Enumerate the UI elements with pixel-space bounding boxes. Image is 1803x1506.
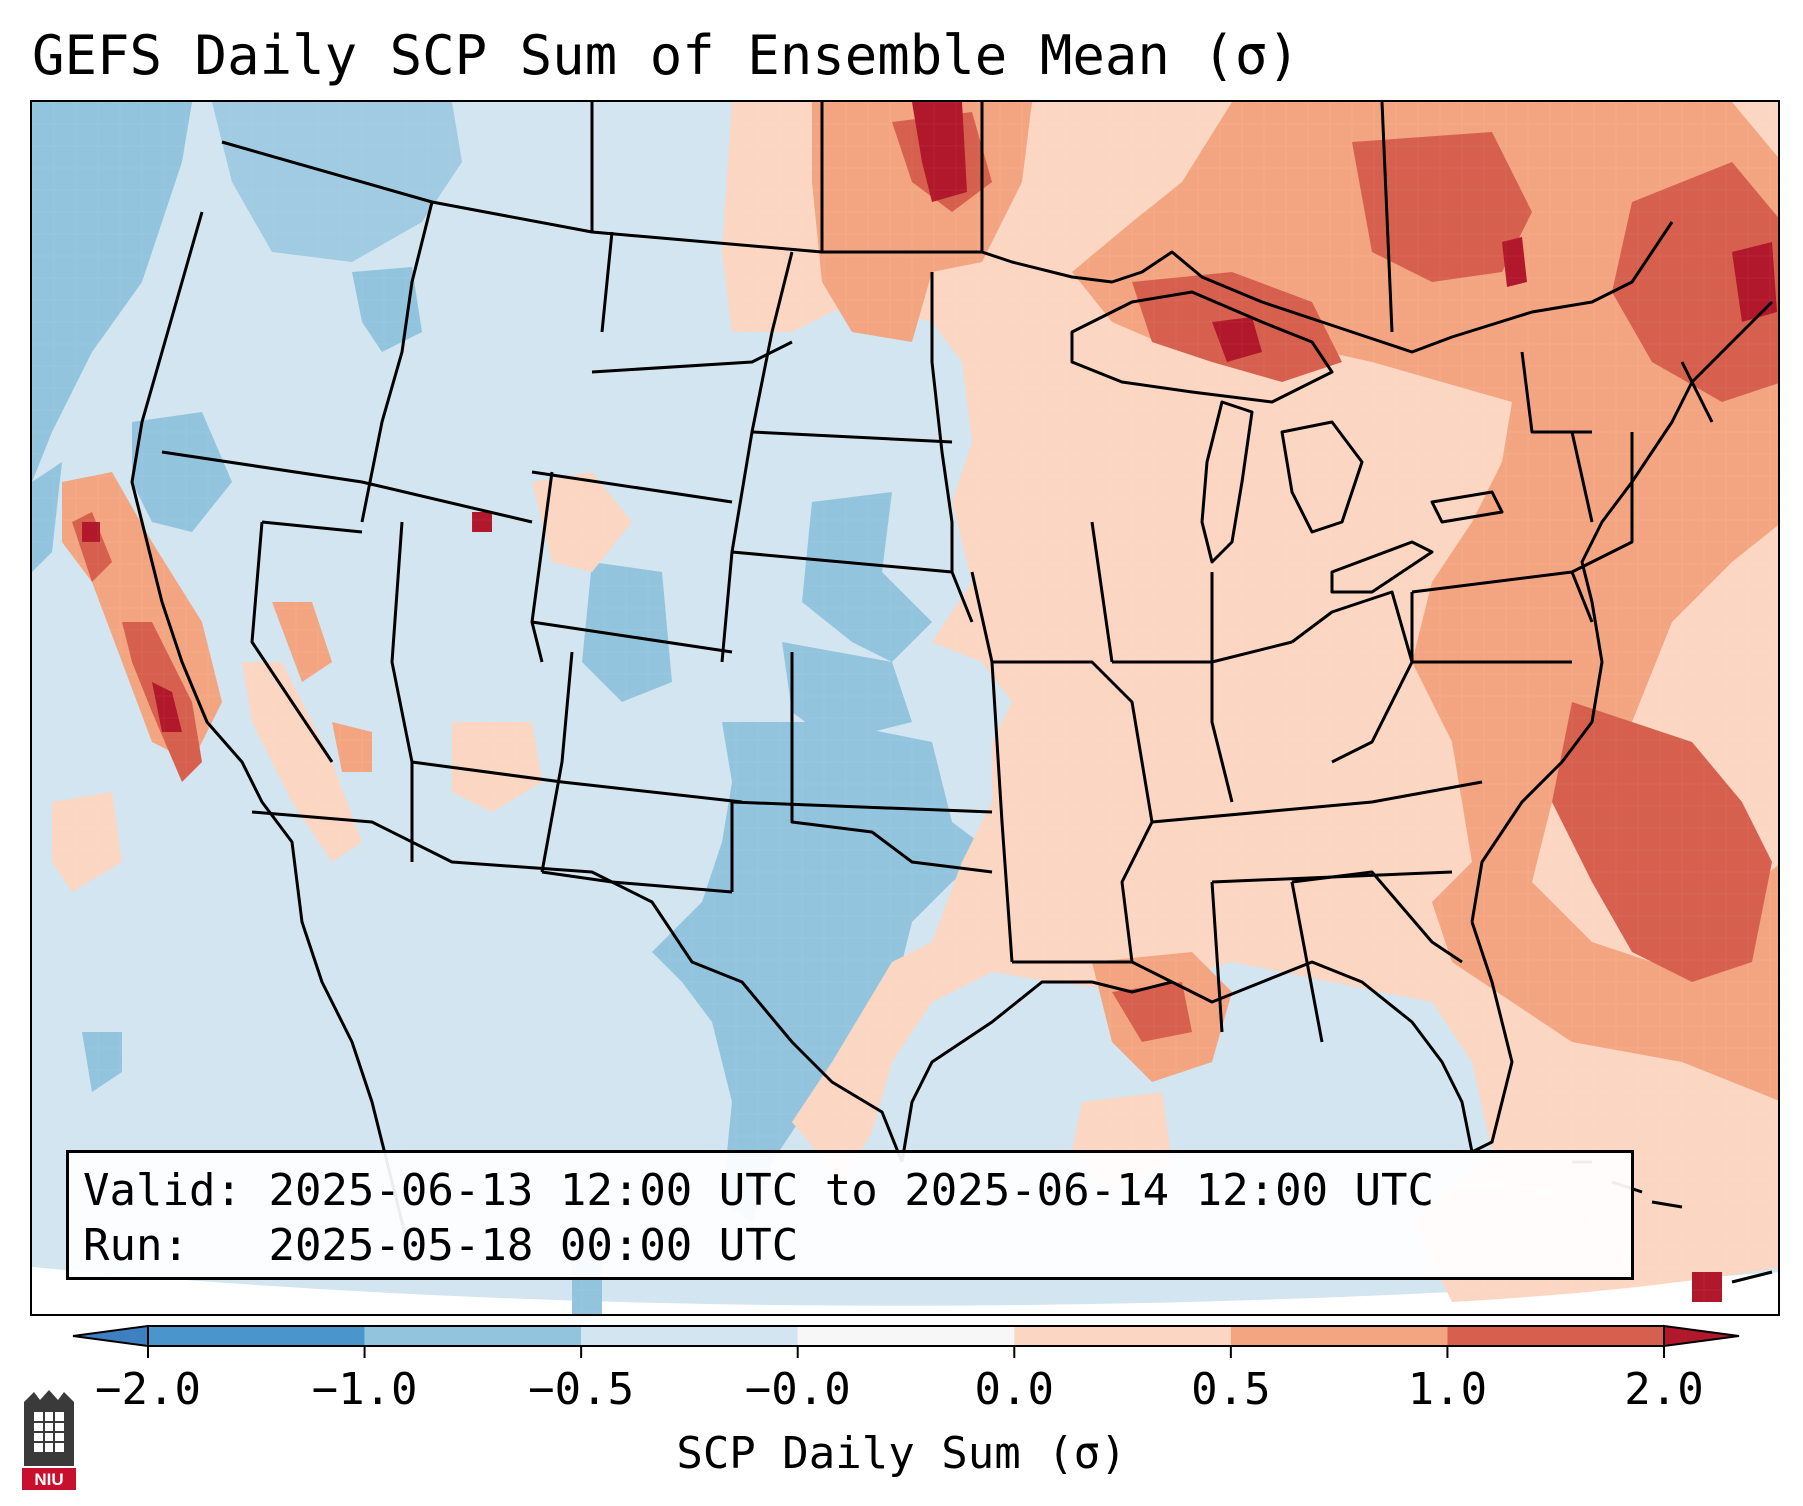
- colorbar-tick-label: 0.5: [1191, 1364, 1271, 1415]
- colorbar-label: SCP Daily Sum (σ): [676, 1428, 1127, 1479]
- niu-logo: NIU: [22, 1390, 76, 1490]
- info-box: Valid: 2025-06-13 12:00 UTC to 2025-06-1…: [66, 1150, 1634, 1280]
- colorbar-bin: [1447, 1326, 1664, 1346]
- logo-text: NIU: [34, 1470, 63, 1489]
- colorbar-tick-label: 1.0: [1407, 1364, 1488, 1415]
- colorbar-bin: [364, 1326, 582, 1346]
- run-label: Run:: [83, 1220, 189, 1271]
- colorbar-bin: [1230, 1326, 1448, 1346]
- scp-map: [32, 102, 1778, 1314]
- lake-huron: [1280, 420, 1364, 534]
- colorbar-tick-label: −2.0: [95, 1364, 201, 1415]
- logo-banner: [22, 1468, 76, 1490]
- colorbar-tick-label: 2.0: [1624, 1364, 1704, 1415]
- colorbar-ticks: [147, 1346, 1665, 1358]
- colorbar-bin: [797, 1326, 1015, 1346]
- us-mexico-border: [251, 810, 904, 1163]
- grid-cell-texture: [32, 102, 1778, 1314]
- colorbar-bins: [72, 1324, 1740, 1348]
- colorbar-extend-max: [1663, 1324, 1740, 1348]
- map-panel: [30, 100, 1780, 1316]
- colorbar-bin: [581, 1326, 798, 1346]
- valid-value: 2025-06-13 12:00 UTC to 2025-06-14 12:00…: [268, 1165, 1435, 1216]
- colorbar-bin: [1014, 1326, 1231, 1346]
- colorbar-tick-label: −0.5: [528, 1364, 635, 1415]
- colorbar-extend-min: [72, 1324, 149, 1348]
- colorbar: [72, 1324, 1740, 1358]
- colorbar-bin: [148, 1326, 365, 1346]
- colorbar-tick-label: −1.0: [311, 1364, 418, 1415]
- east-coast: [1470, 300, 1774, 923]
- lake-ontario: [1430, 490, 1504, 524]
- logo-window-grid: [34, 1412, 64, 1452]
- colorbar-tick-label: −0.0: [744, 1364, 851, 1415]
- gulf-coast: [900, 921, 1514, 1163]
- lake-erie: [1330, 540, 1434, 594]
- lake-michigan: [1200, 400, 1254, 564]
- lake-superior: [1070, 290, 1334, 404]
- valid-label: Valid:: [83, 1165, 242, 1216]
- run-value: 2025-05-18 00:00 UTC: [268, 1220, 799, 1271]
- colorbar-outline: [147, 1325, 1665, 1347]
- colorbar-tick-label: 0.0: [974, 1364, 1055, 1415]
- west-coast: [130, 211, 414, 1263]
- plot-title: GEFS Daily SCP Sum of Ensemble Mean (σ): [32, 24, 1300, 87]
